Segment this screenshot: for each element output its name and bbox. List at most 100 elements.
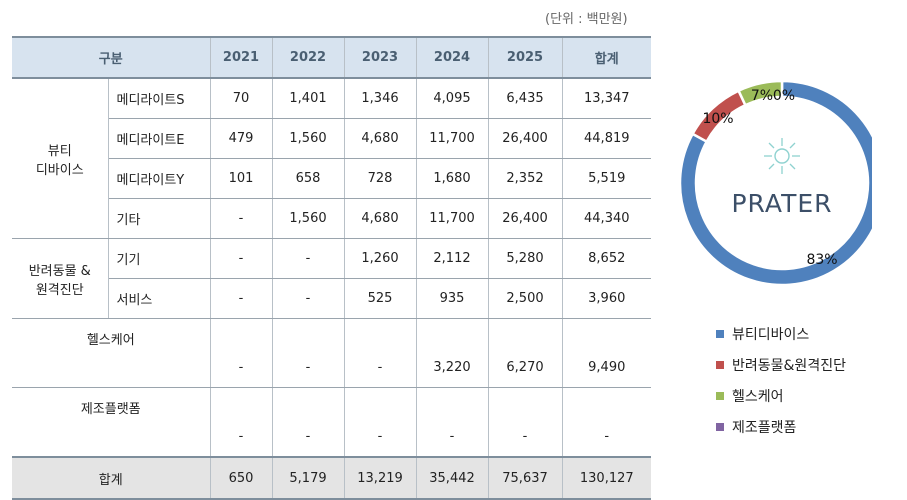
value-cell: - bbox=[272, 387, 345, 458]
category-cell: 헬스케어 bbox=[12, 318, 211, 388]
total-cell: 13,219 bbox=[344, 456, 417, 500]
slice-label: 83% bbox=[806, 252, 837, 268]
total-cell: 75,637 bbox=[488, 456, 563, 500]
value-cell: 1,346 bbox=[344, 77, 417, 119]
value-cell: 1,560 bbox=[272, 118, 345, 159]
value-cell: 101 bbox=[210, 158, 273, 199]
value-cell: 4,680 bbox=[344, 118, 417, 159]
legend-item: 헬스케어 bbox=[716, 384, 846, 408]
total-cell: 35,442 bbox=[416, 456, 489, 500]
value-cell: 2,352 bbox=[488, 158, 563, 199]
table-header-row: 구분 2021 2022 2023 2024 2025 합계 bbox=[12, 36, 652, 79]
subcategory-cell: 기기 bbox=[108, 238, 211, 279]
subcategory-cell: 기타 bbox=[108, 198, 211, 239]
total-cell: 5,179 bbox=[272, 456, 345, 500]
value-cell: 13,347 bbox=[562, 77, 652, 119]
header-cell: 합계 bbox=[562, 36, 652, 79]
total-cell: 130,127 bbox=[562, 456, 652, 500]
slice-label: 7% bbox=[751, 88, 773, 104]
total-row: 합계 650 5,179 13,219 35,442 75,637 130,12… bbox=[12, 456, 652, 500]
legend-label: 헬스케어 bbox=[732, 389, 784, 405]
table-row: 헬스케어 - - -3,220 6,270 9,490 bbox=[12, 318, 652, 388]
value-cell: - bbox=[210, 318, 273, 388]
value-cell: 6,435 bbox=[488, 77, 563, 119]
value-cell: 2,500 bbox=[488, 278, 563, 319]
legend-item: 뷰티디바이스 bbox=[716, 322, 846, 346]
header-cell: 구분 bbox=[12, 36, 211, 79]
value-cell: 9,490 bbox=[562, 318, 652, 388]
header-cell: 2023 bbox=[344, 36, 417, 79]
value-cell: 658 bbox=[272, 158, 345, 199]
header-cell: 2025 bbox=[488, 36, 563, 79]
value-cell: 1,560 bbox=[272, 198, 345, 239]
legend-item: 제조플랫폼 bbox=[716, 415, 846, 439]
value-cell: - bbox=[344, 387, 417, 458]
value-cell: - bbox=[210, 278, 273, 319]
value-cell: - bbox=[344, 318, 417, 388]
table-row: 서비스 - -525 935 2,500 3,960 bbox=[12, 278, 652, 319]
legend-swatch bbox=[716, 423, 724, 431]
value-cell: - bbox=[210, 238, 273, 279]
revenue-table: 구분 2021 2022 2023 2024 2025 합계 뷰티 디바이스 메디… bbox=[12, 36, 652, 500]
value-cell: - bbox=[210, 198, 273, 239]
value-cell: 11,700 bbox=[416, 118, 489, 159]
value-cell: 4,680 bbox=[344, 198, 417, 239]
value-cell: 44,340 bbox=[562, 198, 652, 239]
value-cell: 44,819 bbox=[562, 118, 652, 159]
legend-label: 제조플랫폼 bbox=[732, 420, 797, 436]
pie-slice bbox=[736, 79, 784, 107]
subcategory-cell: 서비스 bbox=[108, 278, 211, 319]
category-cell: 제조플랫폼 bbox=[12, 387, 211, 458]
value-cell: 728 bbox=[344, 158, 417, 199]
value-cell: - bbox=[416, 387, 489, 458]
value-cell: - bbox=[562, 387, 652, 458]
value-cell: 1,680 bbox=[416, 158, 489, 199]
category-cell: 반려동물 & 원격진단 bbox=[12, 238, 109, 319]
value-cell: - bbox=[272, 318, 345, 388]
value-cell: 3,960 bbox=[562, 278, 652, 319]
header-cell: 2022 bbox=[272, 36, 345, 79]
header-cell: 2021 bbox=[210, 36, 273, 79]
table-row: 뷰티 디바이스 메디라이트S 70 1,401 1,346 4,095 6,435 13,34… bbox=[12, 77, 652, 239]
table-row: 기타 -1,560 4,680 11,700 26,400 44,340 bbox=[12, 198, 652, 239]
value-cell: 525 bbox=[344, 278, 417, 319]
value-cell: 8,652 bbox=[562, 238, 652, 279]
legend-swatch bbox=[716, 361, 724, 369]
subcategory-cell: 메디라이트E bbox=[108, 118, 211, 159]
total-cell: 650 bbox=[210, 456, 273, 500]
unit-note: (단위 : 백만원) bbox=[545, 12, 628, 27]
value-cell: 70 bbox=[210, 77, 273, 119]
value-cell: 5,519 bbox=[562, 158, 652, 199]
value-cell: 5,280 bbox=[488, 238, 563, 279]
value-cell: - bbox=[272, 278, 345, 319]
total-label: 합계 bbox=[12, 456, 211, 500]
pie-slice bbox=[678, 79, 872, 287]
value-cell: 479 bbox=[210, 118, 273, 159]
prater-logo: PRATER bbox=[731, 138, 832, 218]
value-cell: 1,401 bbox=[272, 77, 345, 119]
slice-label: 0% bbox=[773, 88, 795, 104]
value-cell: - bbox=[272, 238, 345, 279]
value-cell: 3,220 bbox=[416, 318, 489, 388]
table-row: 메디라이트E 479 1,560 4,680 11,700 26,400 44,819 bbox=[12, 118, 652, 159]
value-cell: 26,400 bbox=[488, 118, 563, 159]
table-row: 반려동물 & 원격진단 기기 - -1,260 2,112 5,280 8,652 bbox=[12, 238, 652, 319]
header-cell: 2024 bbox=[416, 36, 489, 79]
subcategory-cell: 메디라이트S bbox=[108, 77, 211, 119]
category-cell: 뷰티 디바이스 bbox=[12, 77, 109, 239]
slice-label: 10% bbox=[702, 111, 733, 127]
value-cell: 935 bbox=[416, 278, 489, 319]
logo-text: PRATER bbox=[731, 189, 832, 218]
subcategory-cell: 메디라이트Y bbox=[108, 158, 211, 199]
value-cell: 11,700 bbox=[416, 198, 489, 239]
value-cell: 4,095 bbox=[416, 77, 489, 119]
value-cell: - bbox=[210, 387, 273, 458]
legend-label: 뷰티디바이스 bbox=[732, 327, 810, 343]
donut-chart: PRATER 83% 10% 7% 0% bbox=[678, 79, 872, 287]
value-cell: 2,112 bbox=[416, 238, 489, 279]
legend-item: 반려동물&원격진단 bbox=[716, 353, 846, 377]
legend-swatch bbox=[716, 392, 724, 400]
legend-swatch bbox=[716, 330, 724, 338]
value-cell: 6,270 bbox=[488, 318, 563, 388]
